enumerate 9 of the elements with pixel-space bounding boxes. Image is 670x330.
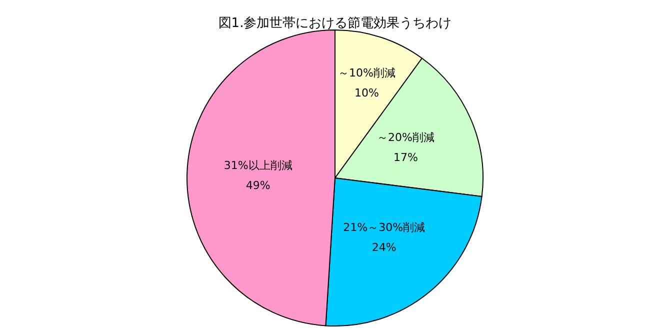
- slice-label: 31%以上削減: [224, 159, 292, 172]
- slice-label: ～20%削減: [376, 130, 434, 144]
- slice-label: 21%～30%削減: [343, 220, 426, 234]
- data-label: 17%: [393, 150, 418, 164]
- slice-label: ～10%削減: [338, 66, 396, 80]
- data-label: 24%: [372, 240, 396, 254]
- data-label: 10%: [354, 86, 379, 100]
- chart-title: 図1.参加世帯における節電効果うちわけ: [218, 16, 452, 31]
- data-label: 49%: [246, 179, 270, 192]
